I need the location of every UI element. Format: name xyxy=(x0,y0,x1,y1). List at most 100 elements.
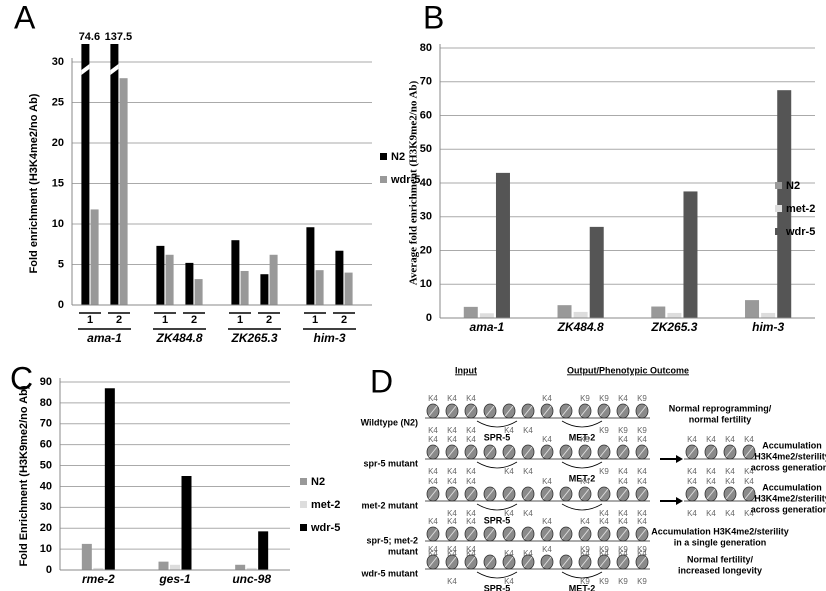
mark-label: K4 xyxy=(447,545,457,554)
mark-label: K4 xyxy=(618,394,628,403)
legend-label: N2 xyxy=(786,180,800,192)
y-tick-label: 90 xyxy=(40,376,52,388)
bar xyxy=(90,209,99,305)
mark-label: K9 xyxy=(637,577,647,586)
nucleosome-stripe xyxy=(580,488,590,500)
mark-label: K4 xyxy=(580,549,590,558)
nucleosome-stripe xyxy=(637,556,647,568)
legend-swatch xyxy=(380,153,387,160)
y-tick-label: 40 xyxy=(40,480,52,492)
nucleosome-stripe xyxy=(561,446,571,458)
x-tick-label: ama-1 xyxy=(470,320,505,334)
row-label: Wildtype (N2) xyxy=(361,417,418,427)
nucleosome-stripe xyxy=(504,488,514,500)
mark-label: K4 xyxy=(637,509,647,518)
outcome: increased longevity xyxy=(678,565,762,575)
nucleosome-stripe xyxy=(599,556,609,568)
mark-label: K9 xyxy=(637,394,647,403)
y-tick-label: 20 xyxy=(52,137,64,149)
mark-label: K4 xyxy=(706,509,716,518)
row-label: spr-5 mutant xyxy=(363,458,418,468)
legend-swatch xyxy=(775,182,782,189)
nucleosome-stripe xyxy=(466,556,476,568)
mark-label: K4 xyxy=(725,509,735,518)
input-header: Input xyxy=(455,365,477,375)
y-axis-label: Fold enrichment (H3K4me2/no Ab) xyxy=(28,93,40,273)
group-label: ZK484.8 xyxy=(155,331,202,345)
value-label: 74.6 xyxy=(79,31,100,43)
bar xyxy=(463,306,478,318)
outcome: H3K4me2/sterility xyxy=(754,493,826,503)
nucleosome-stripe xyxy=(744,488,754,500)
mark-label: K4 xyxy=(466,549,476,558)
bar xyxy=(81,543,92,570)
x-tick-label: 2 xyxy=(266,314,272,326)
output-header: Output/Phenotypic Outcome xyxy=(567,365,689,375)
mark-label: K4 xyxy=(523,467,533,476)
enzyme-label: SPR-5 xyxy=(484,583,511,591)
legend-label: wdr-5 xyxy=(390,174,420,186)
mark-label: K4 xyxy=(428,435,438,444)
mark-label: K4 xyxy=(428,477,438,486)
legend-label: wdr-5 xyxy=(785,226,815,238)
y-tick-label: 0 xyxy=(426,312,432,324)
mark-label: K4 xyxy=(687,509,697,518)
mark-label: K4 xyxy=(637,435,647,444)
bar xyxy=(158,561,169,570)
x-tick-label: ges-1 xyxy=(158,572,191,586)
y-tick-label: 25 xyxy=(52,96,64,108)
bar xyxy=(235,564,246,570)
nucleosome-stripe xyxy=(523,556,533,568)
enzyme-arc xyxy=(476,420,518,428)
legend-label: N2 xyxy=(311,476,325,488)
mark-label: K4 xyxy=(637,517,647,526)
nucleosome-stripe xyxy=(618,405,628,417)
enzyme-arc xyxy=(561,420,603,428)
y-tick-label: 60 xyxy=(420,109,432,121)
nucleosome-stripe xyxy=(580,446,590,458)
panel-label: D xyxy=(370,363,393,399)
y-tick-label: 30 xyxy=(420,211,432,223)
mark-label: K4 xyxy=(599,549,609,558)
nucleosome-stripe xyxy=(447,488,457,500)
mark-label: K4 xyxy=(447,509,457,518)
mark-label: K4 xyxy=(618,549,628,558)
axis-break xyxy=(81,64,90,75)
panel-label: A xyxy=(14,0,36,35)
y-tick-label: 20 xyxy=(420,244,432,256)
mark-label: K4 xyxy=(428,549,438,558)
bar xyxy=(573,311,588,318)
mark-label: K4 xyxy=(504,577,514,586)
mark-label: K4 xyxy=(542,435,552,444)
y-tick-label: 0 xyxy=(58,299,64,311)
mark-label: K4 xyxy=(466,545,476,554)
enzyme-arc xyxy=(476,571,518,579)
bar xyxy=(181,476,192,570)
enzyme-arc xyxy=(476,461,518,469)
nucleosome-stripe xyxy=(599,405,609,417)
mark-label: K4 xyxy=(542,545,552,554)
row-label: wdr-5 mutant xyxy=(360,568,418,578)
mark-label: K4 xyxy=(447,577,457,586)
legend-swatch xyxy=(300,478,307,485)
bar xyxy=(156,245,165,305)
mark-label: K4 xyxy=(744,477,754,486)
nucleosome-stripe xyxy=(428,488,438,500)
bar xyxy=(777,90,792,318)
enzyme-arc xyxy=(476,503,518,511)
x-tick-label: him-3 xyxy=(752,320,784,334)
nucleosome-stripe xyxy=(744,446,754,458)
y-tick-label: 80 xyxy=(40,397,52,409)
outcome: H3K4me2/sterility xyxy=(754,451,826,461)
bar xyxy=(745,300,760,318)
mark-label: K9 xyxy=(599,394,609,403)
mark-label: K4 xyxy=(428,426,438,435)
mark-label: K4 xyxy=(599,517,609,526)
bar xyxy=(119,78,128,305)
enzyme-label: MET-2 xyxy=(569,432,596,442)
mark-label: K4 xyxy=(706,477,716,486)
x-tick-label: unc-98 xyxy=(232,572,271,586)
mark-label: K4 xyxy=(523,509,533,518)
x-tick-label: 2 xyxy=(191,314,197,326)
nucleosome-stripe xyxy=(466,446,476,458)
